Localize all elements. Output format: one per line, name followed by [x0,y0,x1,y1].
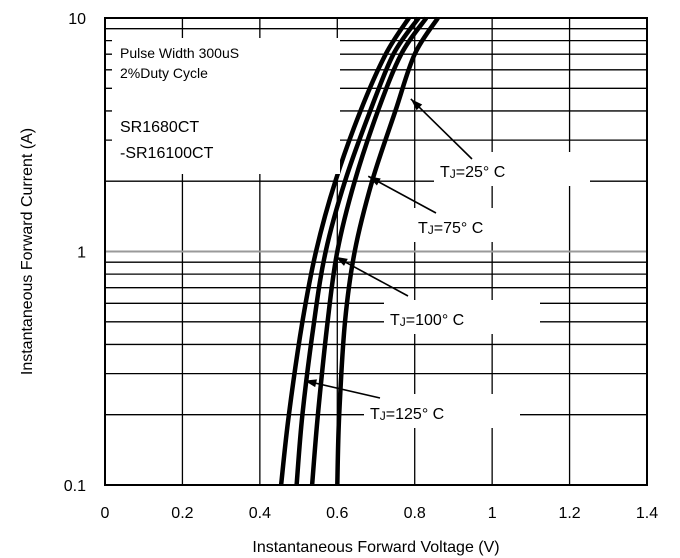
x-tick-label: 0.8 [404,505,426,522]
x-tick-label: 0.6 [326,505,348,522]
annotation-label: TJ=125° C [370,406,444,423]
leader-line [334,255,409,297]
annotation-box [384,300,540,334]
tick-labels: 0 0.2 0.4 0.6 0.8 1 1.2 1.4 0.1 1 10 [64,11,658,522]
y-tick-label: 10 [68,11,86,28]
annotation-label: TJ=25° C [440,164,505,181]
x-tick-label: 0 [101,505,110,522]
x-tick-label: 1 [488,505,497,522]
note-part-range: -SR16100CT [120,145,214,162]
arrowhead [304,379,317,388]
y-axis-title: Instantaneous Forward Current (A) [19,128,36,375]
x-tick-label: 0.4 [249,505,271,522]
note-pulse-width: Pulse Width 300uS [120,45,239,61]
arrowhead [368,176,381,186]
x-tick-label: 1.4 [636,505,658,522]
annotation-label: TJ=75° C [418,220,483,237]
notes-box [112,38,340,174]
arrowhead [410,98,423,111]
curves [278,16,440,486]
note-duty-cycle: 2%Duty Cycle [120,65,208,81]
note-part-number: SR1680CT [120,119,199,136]
x-tick-label: 1.2 [558,505,580,522]
plot-frame [104,17,648,486]
leader-line [410,98,473,160]
annotation-box [412,208,568,242]
y-tick-label: 1 [77,245,86,262]
leader-line [304,379,381,399]
y-tick-label: 0.1 [64,478,86,495]
grid [105,18,647,485]
annotation-boxes [364,152,590,428]
leader-line [367,175,437,214]
series-line-0 [335,16,440,486]
series-line-2 [294,16,421,486]
x-tick-label: 0.2 [171,505,193,522]
series-line-3 [278,16,411,486]
annotation-box [434,152,590,186]
annotation-label: TJ=100° C [390,312,464,329]
arrowhead [335,256,348,266]
x-axis-title: Instantaneous Forward Voltage (V) [252,539,499,556]
series-line-1 [309,16,429,486]
annotation-box [364,394,520,428]
annotations: TJ=25° C TJ=75° C TJ=100° C TJ=125° C [304,98,505,423]
